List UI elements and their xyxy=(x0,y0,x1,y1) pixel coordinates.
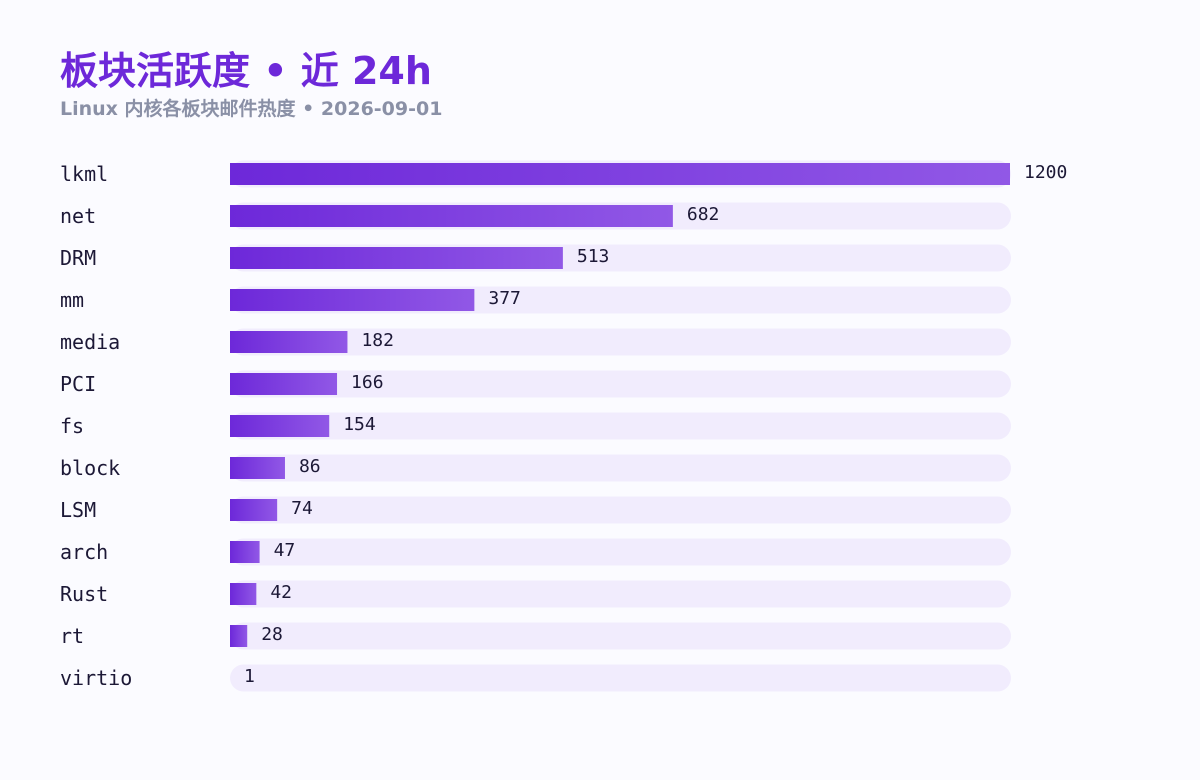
bar xyxy=(230,457,285,479)
category-label: lkml xyxy=(60,162,108,186)
value-label: 1 xyxy=(244,666,255,687)
category-label: media xyxy=(60,330,120,354)
bar-track xyxy=(230,328,1011,356)
bar xyxy=(230,205,673,227)
bar-row-net: net 682 xyxy=(60,202,1011,230)
bar-row-lkml: lkml 1200 xyxy=(60,160,1067,188)
value-label: 42 xyxy=(270,582,292,603)
bar-track xyxy=(230,580,1011,608)
bar-track xyxy=(230,496,1011,524)
value-label: 513 xyxy=(577,246,610,267)
bar-row-rt: rt 28 xyxy=(60,622,1011,650)
value-label: 682 xyxy=(687,204,720,225)
value-label: 47 xyxy=(274,540,296,561)
value-label: 166 xyxy=(351,372,384,393)
bar-track xyxy=(230,454,1011,482)
bar-row-fs: fs 154 xyxy=(60,412,1011,440)
bar xyxy=(230,247,563,269)
value-label: 86 xyxy=(299,456,321,477)
bar xyxy=(230,289,475,311)
bar-row-arch: arch 47 xyxy=(60,538,1011,566)
bar xyxy=(230,625,248,647)
category-label: PCI xyxy=(60,372,96,396)
value-label: 1200 xyxy=(1024,162,1067,183)
category-label: net xyxy=(60,204,96,228)
category-label: mm xyxy=(60,288,84,312)
value-label: 74 xyxy=(291,498,313,519)
bar xyxy=(230,499,278,521)
value-label: 182 xyxy=(361,330,394,351)
value-label: 154 xyxy=(343,414,376,435)
bar-row-LSM: LSM 74 xyxy=(60,496,1011,524)
bar-track xyxy=(230,412,1011,440)
category-label: virtio xyxy=(60,666,132,690)
category-label: arch xyxy=(60,540,108,564)
bar-track xyxy=(230,370,1011,398)
category-label: block xyxy=(60,456,120,480)
bar-track xyxy=(230,538,1011,566)
bar xyxy=(230,541,260,563)
category-label: DRM xyxy=(60,246,96,270)
category-label: LSM xyxy=(60,498,96,522)
chart-subtitle: Linux 内核各板块邮件热度 • 2026-09-01 xyxy=(60,98,443,120)
bar-track xyxy=(230,664,1011,692)
category-label: fs xyxy=(60,414,84,438)
category-label: rt xyxy=(60,624,84,648)
value-label: 377 xyxy=(488,288,521,309)
chart-title: 板块活跃度 • 近 24h xyxy=(60,49,432,93)
bar-row-mm: mm 377 xyxy=(60,286,1011,314)
bar xyxy=(230,331,348,353)
bar-row-PCI: PCI 166 xyxy=(60,370,1011,398)
bar xyxy=(230,583,257,605)
bar-track xyxy=(230,622,1011,650)
category-label: Rust xyxy=(60,582,108,606)
bar-row-DRM: DRM 513 xyxy=(60,244,1011,272)
bar-row-block: block 86 xyxy=(60,454,1011,482)
bar-row-media: media 182 xyxy=(60,328,1011,356)
bar-row-Rust: Rust 42 xyxy=(60,580,1011,608)
bar-row-virtio: virtio 1 xyxy=(60,664,1011,692)
value-label: 28 xyxy=(261,624,283,645)
bar xyxy=(230,415,330,437)
bar xyxy=(230,373,338,395)
bar xyxy=(230,163,1010,185)
